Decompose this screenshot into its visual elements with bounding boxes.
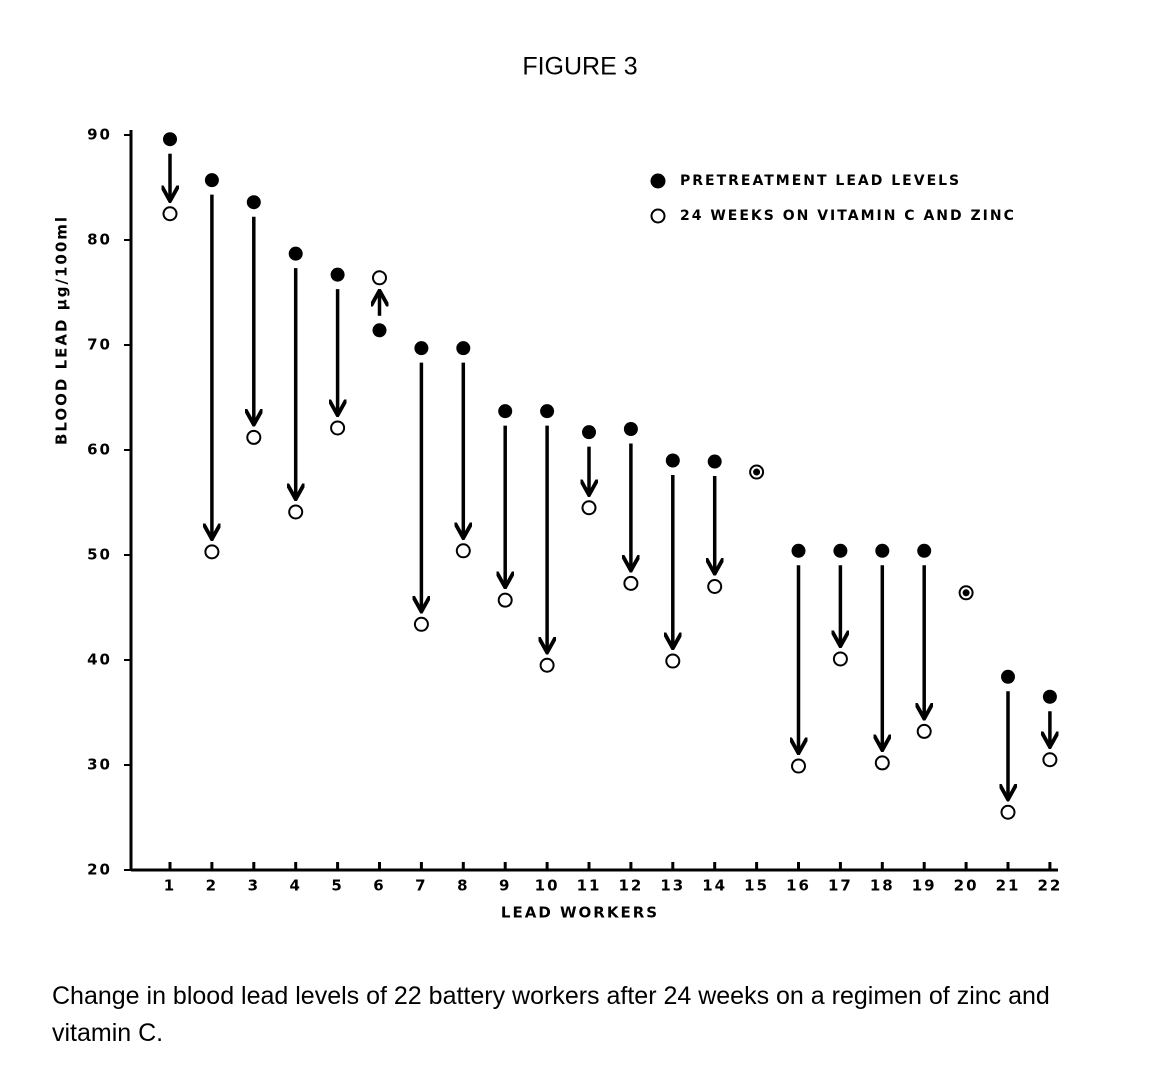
x-tick-label: 18 [870,877,895,895]
pre-marker [833,543,848,558]
pre-marker [163,132,177,147]
x-tick-label: 2 [206,877,218,895]
x-tick-label: 7 [415,877,427,895]
post-marker [497,592,513,608]
x-tick-label: 8 [457,877,469,895]
pre-marker [707,454,722,469]
pre-marker [1001,669,1015,684]
y-tick-label: 80 [87,231,112,249]
chart-title: FIGURE 3 [522,53,637,81]
post-marker [707,579,723,594]
x-tick-label: 21 [996,877,1021,895]
legend-marker [650,208,666,224]
legend-label: PRETREATMENT LEAD LEVELS [680,173,961,189]
pre-marker [456,341,471,356]
y-tick-label: 30 [87,756,112,774]
x-tick-label: 16 [786,877,811,895]
pre-marker [540,404,555,419]
legend-marker [650,173,666,189]
post-marker [413,616,429,632]
x-tick-label: 1 [164,877,176,895]
pre-marker [962,589,970,597]
x-tick-label: 13 [660,877,685,895]
pre-marker [917,543,932,558]
x-tick-label: 3 [248,877,260,895]
x-tick-label: 19 [912,877,937,895]
x-tick-label: 22 [1037,877,1062,895]
post-marker [832,651,848,667]
pre-marker [582,425,596,440]
pre-marker [498,404,513,419]
x-tick-label: 15 [744,877,769,895]
pre-marker [623,422,638,436]
y-tick-label: 40 [87,651,112,669]
x-tick-label: 20 [954,877,979,895]
post-marker [581,500,597,516]
post-marker [539,657,555,673]
pre-marker [414,341,429,356]
post-marker [204,544,220,560]
post-marker [455,543,471,559]
post-marker [1042,752,1058,768]
x-tick-label: 9 [499,877,511,895]
post-marker [623,575,639,591]
post-marker [874,755,890,771]
y-axis-label: BLOOD LEAD µg/100ml [53,215,71,445]
pre-marker [753,468,761,476]
x-tick-label: 14 [702,877,727,895]
post-marker [288,504,304,520]
y-tick-label: 50 [87,546,112,564]
y-tick-label: 70 [87,336,112,354]
chart: FIGURE 3 LEAD WORKERS BLOOD LEAD µg/100m… [53,53,1062,922]
post-marker [330,420,346,436]
y-tick-label: 60 [87,441,112,459]
pre-marker [372,323,387,338]
post-marker [372,270,387,286]
pre-marker [791,543,806,558]
pre-marker [204,173,219,188]
y-tick-label: 20 [87,861,112,879]
post-marker [246,429,262,445]
post-marker [916,723,932,739]
pre-marker [288,246,303,261]
post-marker [665,653,681,669]
post-marker [1000,804,1016,820]
x-axis-label: LEAD WORKERS [501,904,659,922]
x-tick-label: 5 [331,877,343,895]
x-tick-label: 4 [289,877,301,895]
legend-label: 24 WEEKS ON VITAMIN C AND ZINC [680,208,1016,224]
pre-marker [1042,689,1057,704]
x-tick-label: 6 [373,877,385,895]
post-marker [791,758,806,774]
x-tick-label: 10 [535,877,560,895]
x-tick-label: 11 [577,877,602,895]
y-tick-label: 90 [87,126,112,144]
post-marker [162,206,178,222]
pre-marker [875,543,890,558]
x-tick-label: 17 [828,877,853,895]
pre-marker [665,453,680,468]
pre-marker [246,195,261,210]
x-tick-label: 12 [618,877,643,895]
caption: Change in blood lead levels of 22 batter… [52,982,1050,1047]
pre-marker [330,267,345,282]
